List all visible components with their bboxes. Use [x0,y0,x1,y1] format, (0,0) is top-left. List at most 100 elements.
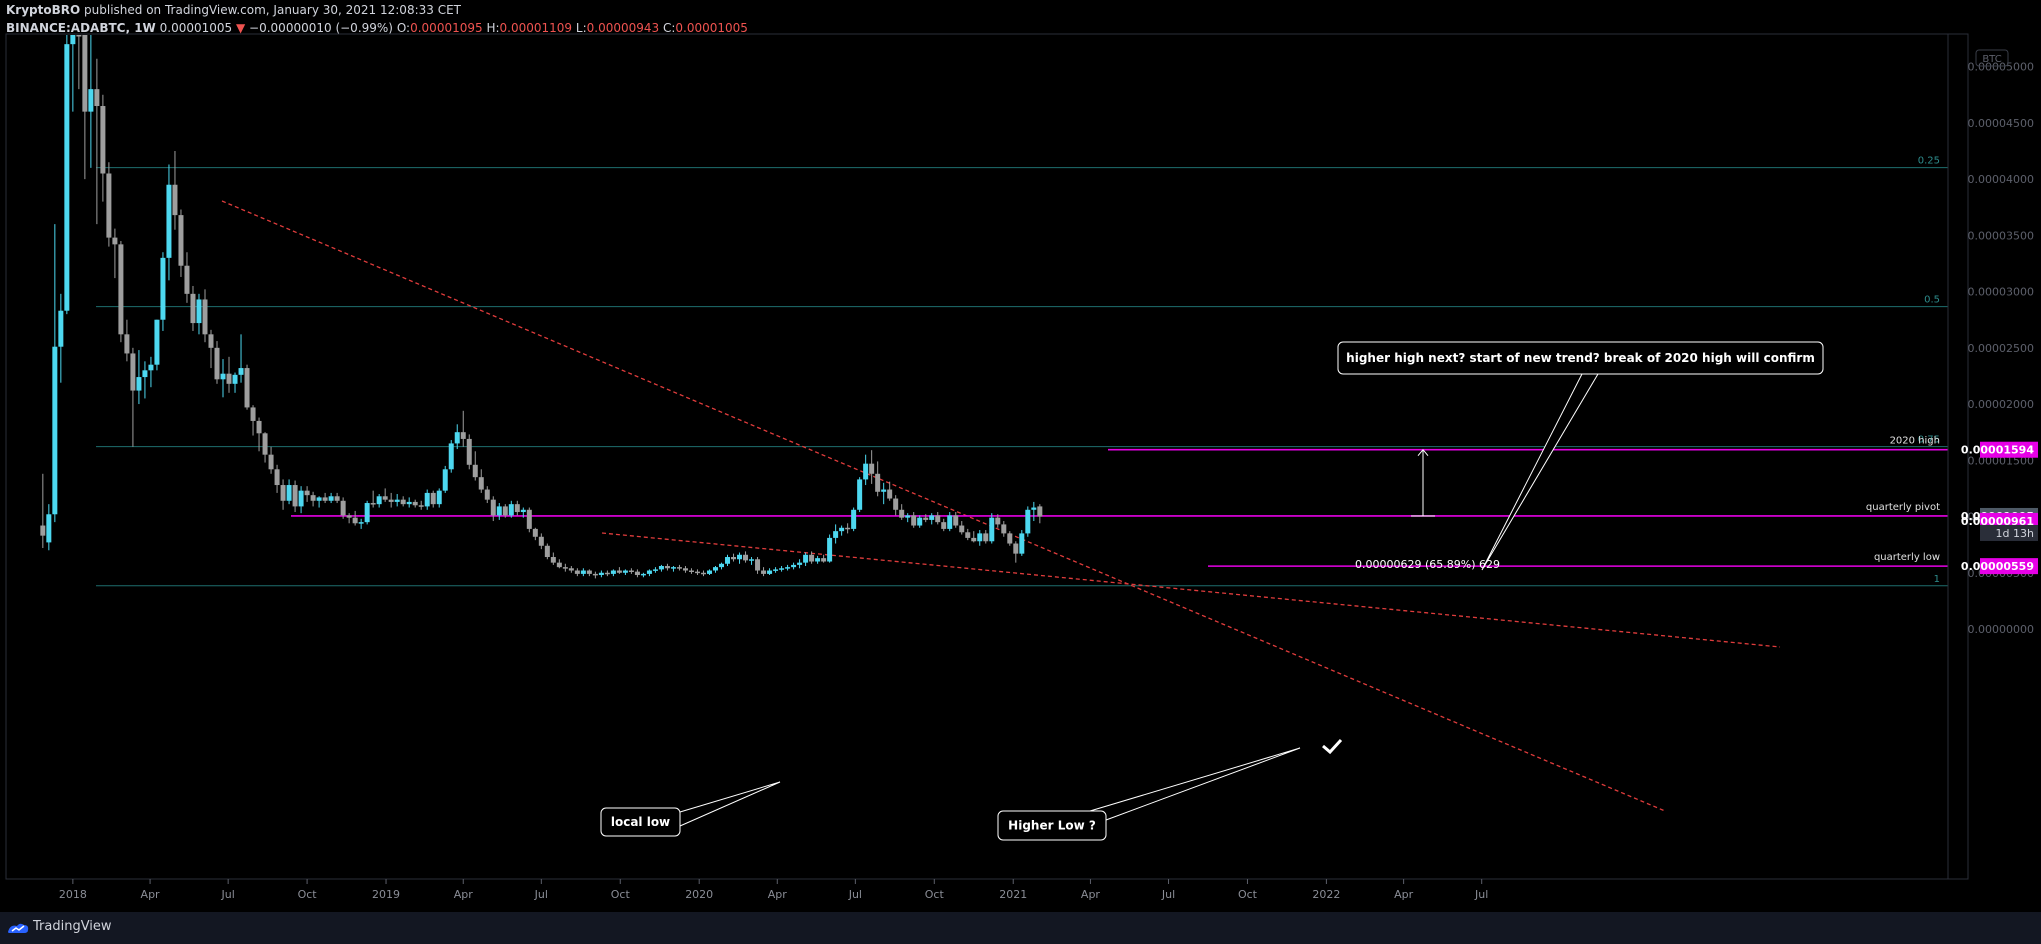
close-label: C: [662,21,676,35]
candle-body [220,373,226,380]
price-tick-label: 0.00003500 [1968,229,2034,242]
fib-label: 0.75 [1918,435,1940,446]
candle-body [899,509,905,518]
candle-body [526,509,532,529]
level-label: quarterly low [1874,552,1940,563]
candle-body [82,35,88,112]
candle-body [142,370,148,378]
price-tick-label: 0.00005000 [1968,61,2034,74]
price-change: −0.00000010 (−0.99%) [249,21,393,35]
candle-body [929,515,935,520]
symbol-legend: BINANCE:ADABTC, 1W 0.00001005 ▼ −0.00000… [6,21,748,35]
level-label: quarterly pivot [1866,502,1940,513]
candle-body [923,517,929,520]
candle-body [875,473,881,492]
tradingview-brand[interactable]: TradingView [33,919,112,934]
time-tick-label: 2020 [685,888,713,901]
time-tick-label: Apr [454,888,474,901]
time-axis[interactable]: 2018 Apr Jul Oct 2019 Apr Jul Oct 2020 Apr Jul Oct 2… [6,878,1968,901]
candle-body [965,532,971,538]
candle-body [400,499,406,505]
candle-body [815,558,821,562]
level-label: 2020 high [1890,436,1940,447]
fib-label: 1 [1934,574,1940,585]
candle-body [622,570,628,573]
candle-body [1007,533,1013,544]
candle-body [664,566,670,569]
candle-body [58,310,64,347]
candle-body [346,515,352,518]
candle-body [394,499,400,502]
candle-body [971,537,977,542]
candle-body [52,346,58,515]
candle-body [911,515,917,526]
candle-body [160,257,166,320]
candle-body [112,237,118,245]
price-chart[interactable]: 0.25 0.5 0.75 1 2020 high quarterly pivot qua… [0,0,2041,912]
candle-body [761,570,767,574]
candle-body [358,522,364,524]
candle-body [388,499,394,502]
candle-body [1031,507,1037,510]
candle-body [514,504,520,513]
measure-label: 0.00000629 (65.89%) 629 [1355,558,1500,571]
candle-body [70,35,76,45]
candle-body [719,563,725,568]
price-tag [1980,441,2038,458]
callout-box [600,807,681,837]
low-label: L: [575,21,587,35]
time-tick-label: Jul [1474,888,1488,901]
candle-body [268,454,274,470]
candle-body [731,557,737,560]
candle-body [88,89,94,112]
candle-body [670,567,676,569]
callout-text: local low [611,815,670,829]
candle-body [304,490,310,496]
candle-body [941,522,947,529]
time-tick-label: Apr [141,888,161,901]
candle-body [779,568,785,570]
candle-body [580,570,586,574]
candle-body [959,525,965,533]
candle-body [989,517,995,542]
trendline-major [221,200,1666,812]
candle-body [604,572,610,575]
author-name[interactable]: KryptoBRO [6,3,81,17]
candle-body [869,463,875,474]
time-tick-label: Jul [1161,888,1175,901]
trendline-minor [601,532,1781,648]
candle-body [767,570,773,574]
candle-body [352,517,358,524]
candle-body [682,568,688,571]
price-tick-label: 0.00002000 [1968,398,2034,411]
candle-body [490,499,496,516]
candle-body [262,433,268,455]
candle-body [538,536,544,546]
candle-body [382,496,388,500]
time-tick-label: Apr [1081,888,1101,901]
candle-body [208,334,214,348]
candle-body [640,573,646,576]
down-arrow-icon: ▼ [235,21,246,35]
countdown-label: 1d 13h [1996,527,2034,540]
candle-body [64,44,70,311]
candle-body [442,469,448,491]
candle-body [544,545,550,558]
candle-body [634,571,640,576]
candle-body [370,503,376,505]
tradingview-logo-icon[interactable] [6,920,30,936]
candle-body [214,347,220,380]
candle-body [616,570,622,573]
candle-body [508,504,514,516]
candle-body [905,515,911,518]
candle-body [725,557,731,564]
candle-body [598,572,604,576]
candle-body [821,558,827,562]
candle-body [178,215,184,266]
time-tick-label: 2019 [372,888,400,901]
candle-body [460,432,466,439]
price-tag-label: 0.00000559 [1961,560,2034,573]
candle-body [94,89,100,107]
time-tick-label: 2021 [999,888,1027,901]
symbol-name[interactable]: BINANCE:ADABTC, 1W [6,21,156,35]
